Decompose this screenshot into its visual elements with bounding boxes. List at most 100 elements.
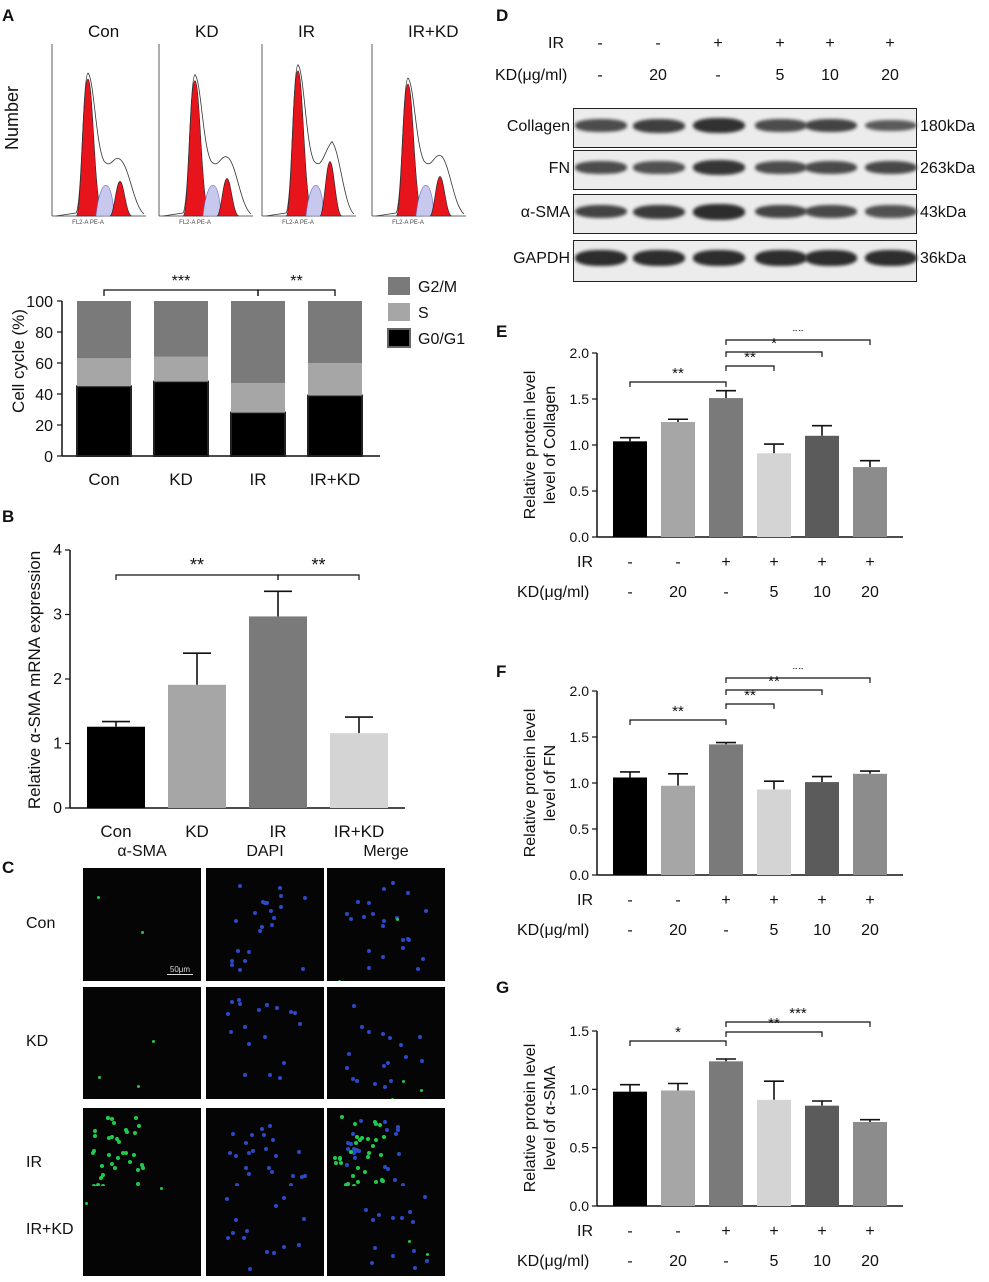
significance-label: ** — [311, 555, 325, 575]
kd-value: - — [627, 1253, 632, 1270]
blot-kd-value: 10 — [821, 67, 839, 84]
nucleus-dot — [267, 1166, 272, 1171]
nucleus-dot — [352, 1150, 357, 1155]
y-tick-label: 1.0 — [570, 437, 590, 453]
nucleus-dot — [237, 998, 242, 1003]
scale-bar: 50μm — [167, 965, 193, 975]
nucleus-dot — [381, 887, 386, 892]
panel-label-b: B — [2, 507, 15, 526]
significance-bracket — [629, 1040, 727, 1046]
nucleus-dot — [356, 1148, 361, 1153]
bar-segment-g0g1 — [153, 380, 209, 457]
bar-segment-s — [154, 356, 208, 382]
significance-bracket — [629, 381, 727, 387]
asma-signal — [401, 1079, 405, 1083]
asma-signal — [334, 1160, 339, 1165]
asma-signal — [97, 1075, 101, 1079]
nucleus-dot — [411, 1249, 416, 1253]
blot-band — [865, 119, 917, 132]
ir-value: + — [769, 1223, 778, 1240]
nucleus-dot — [260, 1126, 265, 1131]
asma-signal — [408, 1239, 412, 1243]
nucleus-dot — [385, 1166, 390, 1171]
flow-trace — [162, 74, 252, 217]
nucleus-dot — [293, 1011, 298, 1016]
nucleus-dot — [366, 965, 371, 970]
significance-label: *** — [789, 1005, 807, 1022]
kd-row-label: KD(μg/ml) — [517, 584, 589, 600]
y-tick-label: 80 — [35, 325, 53, 342]
nucleus-dot — [288, 1010, 293, 1015]
fn-protein-chart: 0.0 0.5 1.0 1.5 2.0 ** ** ** ** Relative protein … — [517, 668, 903, 938]
ir-value: + — [817, 1223, 826, 1240]
nucleus-dot — [382, 1119, 387, 1124]
asma-signal — [110, 1162, 115, 1167]
asma-signal — [365, 1154, 370, 1159]
blot-band — [633, 250, 685, 266]
x-tick-label: KD — [169, 470, 193, 489]
nucleus-dot — [272, 916, 277, 921]
bar — [168, 684, 226, 808]
nucleus-dot — [400, 937, 405, 942]
nucleus-dot — [250, 1133, 255, 1138]
nucleus-dot — [247, 949, 252, 954]
nucleus-dot — [233, 919, 238, 924]
asma-signal — [107, 1135, 112, 1140]
bar-segment-g2m — [154, 301, 208, 357]
significance-bracket — [725, 703, 775, 709]
bar — [709, 1061, 743, 1206]
nucleus-dot — [351, 1077, 356, 1082]
nucleus-dot — [270, 1138, 275, 1143]
significance-label: * — [675, 1024, 681, 1041]
blot-band — [693, 250, 745, 266]
bar-segment-s — [77, 358, 131, 387]
blot-band — [633, 161, 685, 174]
nucleus-dot — [297, 1021, 302, 1026]
s-phase-area — [202, 184, 222, 217]
nucleus-dot — [421, 957, 426, 962]
micro-image — [327, 987, 445, 1099]
asma-signal — [123, 1150, 128, 1155]
blot-membrane — [573, 194, 917, 234]
asma-signal — [98, 1176, 103, 1181]
nucleus-dot — [258, 929, 263, 934]
ir-value: + — [769, 554, 778, 571]
asma-signal — [338, 1160, 343, 1165]
nucleus-dot — [400, 1216, 405, 1221]
y-tick-label: 1.5 — [570, 729, 590, 745]
y-tick-label: 0.5 — [570, 483, 590, 499]
bar — [757, 1099, 791, 1206]
nucleus-dot — [391, 1216, 396, 1221]
ir-row-label: IR — [577, 1223, 593, 1240]
kd-value: - — [627, 922, 632, 938]
y-tick-label: 2.0 — [570, 345, 590, 361]
bar — [249, 616, 307, 808]
y-axis-label-line2: level of FN — [542, 745, 559, 821]
nucleus-dot — [278, 1076, 283, 1081]
nucleus-dot — [385, 1127, 390, 1132]
kd-value: - — [627, 584, 632, 600]
y-tick-label: 0.0 — [570, 1198, 590, 1214]
asma-signal — [135, 1182, 140, 1187]
kd-value: 20 — [669, 922, 687, 938]
blot-band — [755, 250, 807, 266]
blot-kda-label: 36kDa — [920, 250, 967, 267]
y-tick-label: 0.5 — [570, 821, 590, 837]
blot-kd-value: - — [597, 67, 603, 84]
nucleus-dot — [363, 1207, 368, 1212]
blot-kd-label: KD(μg/ml) — [495, 67, 568, 84]
blot-band — [755, 161, 807, 174]
y-axis-label-line1: Relative protein level — [522, 1044, 539, 1193]
blot-band — [575, 161, 627, 174]
ir-value: + — [769, 892, 778, 909]
kd-value: 20 — [861, 922, 879, 938]
panel-label-e: E — [496, 322, 508, 341]
nucleus-dot — [238, 883, 243, 888]
nucleus-dot — [237, 968, 242, 973]
nucleus-dot — [264, 900, 269, 905]
micro-image — [206, 1186, 324, 1276]
nucleus-dot — [244, 1141, 249, 1146]
y-tick-label: 0 — [53, 800, 62, 817]
x-tick-label: KD — [185, 822, 209, 841]
legend-swatch — [387, 328, 411, 348]
